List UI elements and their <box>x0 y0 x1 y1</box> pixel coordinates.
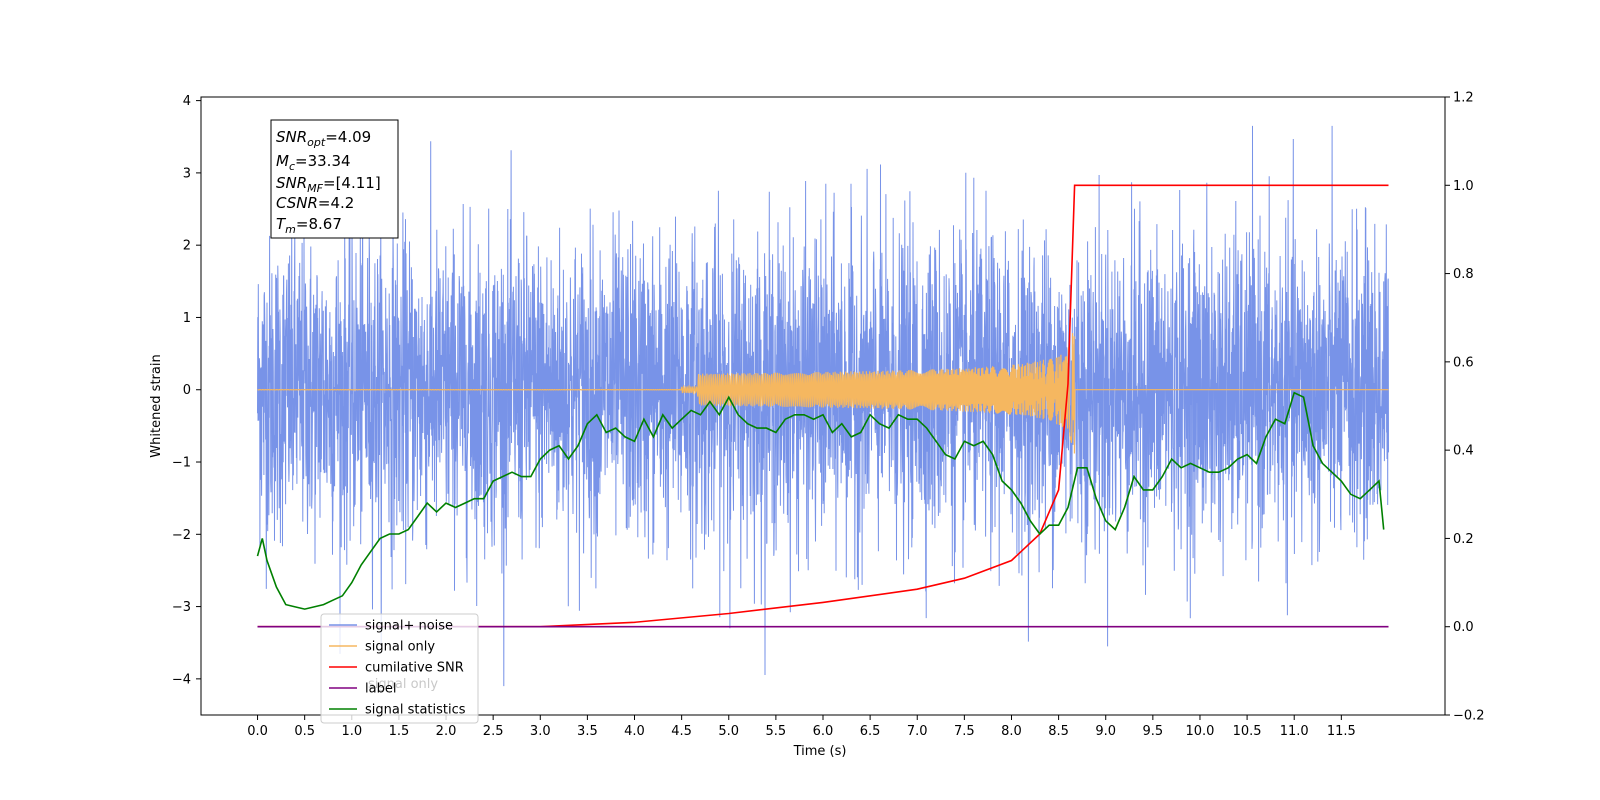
left-y-tick-label: −4 <box>172 672 191 687</box>
left-y-tick-label: −3 <box>172 600 191 615</box>
legend-label-signal-noise: signal+ noise <box>365 619 453 634</box>
right-y-tick-label: 0.6 <box>1453 355 1474 370</box>
right-y-tick-label: −0.2 <box>1453 709 1485 724</box>
info-csnr: CSNR=4.2 <box>276 194 354 212</box>
x-tick-label: 7.0 <box>907 724 928 739</box>
series-signal-only <box>257 333 1389 454</box>
left-y-tick-label: 2 <box>183 239 191 254</box>
info-box-frame <box>270 119 399 239</box>
x-tick-label: 11.5 <box>1327 724 1356 739</box>
legend-label-cumulative-snr: cumilative SNR <box>365 661 464 676</box>
legend: signal only signal+ noise signal only cu… <box>320 613 479 724</box>
left-y-tick-label: 4 <box>183 94 191 109</box>
x-tick-label: 6.0 <box>813 724 834 739</box>
info-box: SNRopt=4.09 Mc=33.34 SNRMF=[4.11] CSNR=4… <box>270 119 399 239</box>
right-y-tick-label: 0.8 <box>1453 267 1474 282</box>
y-axis-label: Whitened strain <box>149 354 164 457</box>
right-y-tick-label: 0.2 <box>1453 532 1474 547</box>
x-tick-label: 6.5 <box>860 724 881 739</box>
x-tick-label: 2.0 <box>436 724 457 739</box>
x-tick-label: 11.0 <box>1280 724 1309 739</box>
legend-label-signal-statistics: signal statistics <box>365 703 466 718</box>
x-tick-label: 0.0 <box>247 724 268 739</box>
series-signal-noise <box>257 125 1389 687</box>
x-tick-label: 1.0 <box>341 724 362 739</box>
x-tick-label: 9.0 <box>1095 724 1116 739</box>
x-tick-label: 5.5 <box>766 724 787 739</box>
info-snr-opt: SNRopt=4.09 <box>276 128 371 149</box>
left-y-axis: 4 3 2 1 0 −1 −2 −3 −4 <box>172 94 201 687</box>
x-tick-label: 8.5 <box>1048 724 1069 739</box>
legend-frame <box>320 613 479 724</box>
series-signal-statistics <box>256 391 1385 610</box>
info-tm: Tm=8.67 <box>276 215 342 236</box>
x-tick-label: 3.5 <box>577 724 598 739</box>
right-y-tick-label: 0.4 <box>1453 444 1474 459</box>
right-y-tick-label: 1.0 <box>1453 179 1474 194</box>
x-axis: 0.0 0.5 1.0 1.5 2.0 2.5 3.0 3.5 4.0 4.5 5.0 5.5 6.0 6… <box>247 715 1356 739</box>
x-axis-label: Time (s) <box>793 744 847 759</box>
x-tick-label: 4.5 <box>671 724 692 739</box>
x-tick-label: 7.5 <box>954 724 975 739</box>
x-tick-label: 4.0 <box>624 724 645 739</box>
x-tick-label: 1.5 <box>389 724 410 739</box>
x-tick-label: 5.0 <box>718 724 739 739</box>
x-tick-label: 10.0 <box>1185 724 1214 739</box>
right-y-axis: 1.2 1.0 0.8 0.6 0.4 0.2 0.0 −0.2 <box>1445 91 1485 724</box>
x-tick-label: 0.5 <box>294 724 315 739</box>
x-tick-label: 3.0 <box>530 724 551 739</box>
x-tick-label: 2.5 <box>483 724 504 739</box>
left-y-tick-label: 3 <box>183 166 191 181</box>
info-mc: Mc=33.34 <box>276 152 351 173</box>
left-y-tick-label: −2 <box>172 528 191 543</box>
legend-label-signal-only: signal only <box>365 640 435 655</box>
left-y-tick-label: 0 <box>183 383 191 398</box>
x-tick-label: 9.5 <box>1143 724 1164 739</box>
right-y-tick-label: 0.0 <box>1453 620 1474 635</box>
x-tick-label: 10.5 <box>1233 724 1262 739</box>
series-layer <box>256 125 1389 687</box>
info-snr-mf: SNRMF=[4.11] <box>276 174 381 195</box>
left-y-tick-label: 1 <box>183 311 191 326</box>
legend-faded-text: signal only <box>368 677 438 692</box>
right-y-tick-label: 1.2 <box>1453 91 1474 106</box>
x-tick-label: 8.0 <box>1001 724 1022 739</box>
series-cumulative-snr <box>257 184 1389 628</box>
legend-label-label: label <box>365 682 396 697</box>
left-y-tick-label: −1 <box>172 456 191 471</box>
